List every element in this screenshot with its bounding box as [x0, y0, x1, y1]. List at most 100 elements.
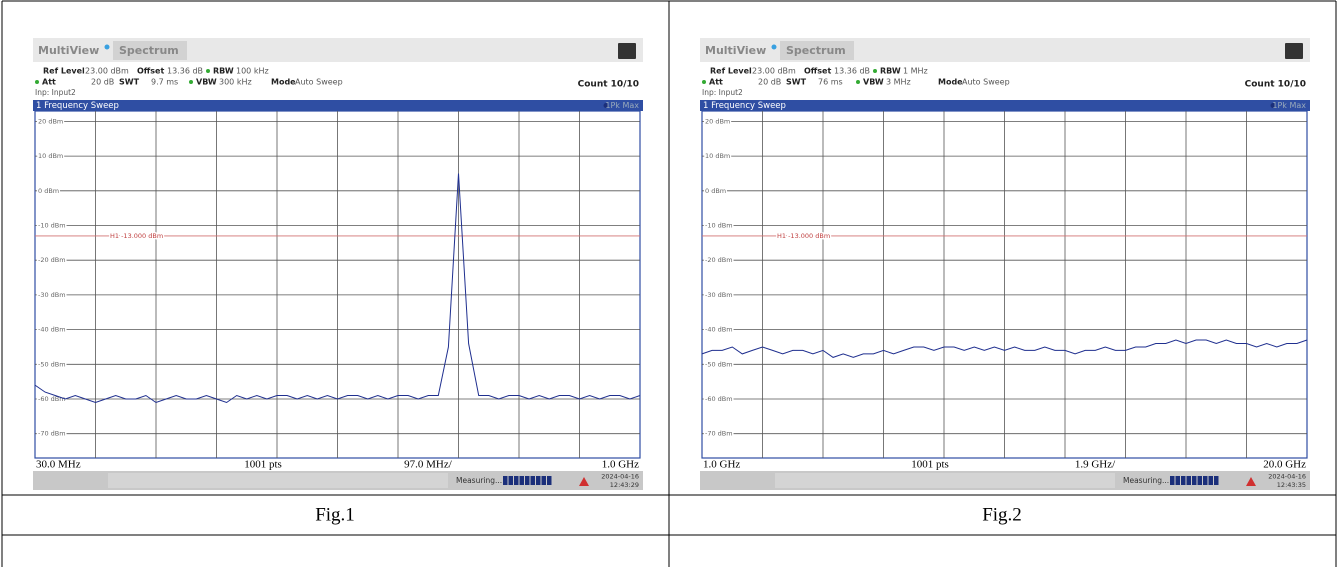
mode-label: Mode — [271, 78, 296, 87]
trace-dot — [603, 103, 609, 108]
status: Measuring... — [456, 476, 502, 485]
y-tick-label: -10 dBm — [38, 222, 66, 230]
swt-label: SWT — [786, 78, 807, 87]
warning-icon — [1246, 477, 1256, 486]
offset-label: Offset — [137, 67, 164, 76]
tab-name: Spectrum — [119, 44, 179, 57]
window-bar — [33, 100, 643, 111]
window-title: 1 Frequency Sweep — [36, 101, 119, 111]
app-name: MultiView — [705, 44, 766, 57]
y-tick-label: 10 dBm — [38, 152, 63, 160]
x-division: 1.9 GHz/ — [1075, 459, 1116, 471]
time: 12:43:35 — [1277, 481, 1306, 489]
vbw-value: 3 MHz — [886, 78, 911, 87]
points: 1001 pts — [911, 459, 949, 471]
status: Measuring... — [1123, 476, 1169, 485]
y-tick-label: -20 dBm — [705, 256, 733, 264]
offset-label: Offset — [804, 67, 831, 76]
dot — [189, 80, 193, 84]
progress-segment — [1181, 476, 1186, 485]
spectrum-screenshot: MultiView Spectrum Ref Level 23.00 dBm Offse… — [700, 38, 1310, 490]
y-tick-label: -40 dBm — [705, 326, 733, 334]
y-tick-label: -30 dBm — [705, 291, 733, 299]
tab-name: Spectrum — [786, 44, 846, 57]
rbw-label: RBW — [213, 67, 234, 76]
progress-segment — [547, 476, 552, 485]
offset-value: 13.36 dB — [834, 67, 870, 76]
y-tick-label: -20 dBm — [38, 256, 66, 264]
limit-label: H1 -13.000 dBm — [777, 232, 830, 240]
mode-label: Mode — [938, 78, 963, 87]
rbw-value: 1 MHz — [903, 67, 928, 76]
x-start: 1.0 GHz — [703, 459, 740, 471]
warning-icon — [579, 477, 589, 486]
progress-segment — [1203, 476, 1208, 485]
window-bar — [700, 100, 1310, 111]
tab — [113, 41, 187, 60]
input: Inp: Input2 — [35, 88, 76, 97]
trace — [701, 339, 1308, 358]
y-tick-label: -50 dBm — [705, 360, 733, 368]
progress-segment — [1214, 476, 1219, 485]
mode-value: Auto Sweep — [295, 78, 343, 87]
progress-segment — [1175, 476, 1180, 485]
y-tick-label: -60 dBm — [38, 395, 66, 403]
status-field — [775, 473, 1115, 488]
ref-label: Ref Level — [43, 67, 85, 76]
input: Inp: Input2 — [702, 88, 743, 97]
y-tick-label: 0 dBm — [38, 187, 59, 195]
y-tick-label: 0 dBm — [705, 187, 726, 195]
att-value: 20 dB — [758, 78, 781, 87]
y-tick-label: -40 dBm — [38, 326, 66, 334]
x-start: 30.0 MHz — [36, 459, 81, 471]
status-field — [108, 473, 448, 488]
swt-value: 9.7 ms — [151, 78, 178, 87]
dot — [702, 80, 706, 84]
menu-button — [1285, 43, 1303, 59]
dot — [35, 80, 39, 84]
progress-segment — [508, 476, 513, 485]
caption: Fig.2 — [982, 504, 1022, 525]
progress-segment — [1197, 476, 1202, 485]
progress-segment — [1170, 476, 1175, 485]
progress-segment — [1186, 476, 1191, 485]
date: 2024-04-16 — [1268, 473, 1306, 481]
vbw-value: 300 kHz — [219, 78, 252, 87]
rbw-label: RBW — [880, 67, 901, 76]
y-tick-label: 10 dBm — [705, 152, 730, 160]
progress-segment — [541, 476, 546, 485]
y-tick-label: -70 dBm — [705, 430, 733, 438]
trace-dot — [1270, 103, 1276, 108]
x-division: 97.0 MHz/ — [404, 459, 453, 471]
dot — [856, 80, 860, 84]
att-label: Att — [42, 78, 56, 87]
progress-segment — [536, 476, 541, 485]
dot — [771, 44, 777, 50]
limit-label: H1 -13.000 dBm — [110, 232, 163, 240]
spectrum-screenshot: MultiView Spectrum Ref Level 23.00 dBm Offse… — [33, 38, 643, 490]
att-value: 20 dB — [91, 78, 114, 87]
trace-label: 1Pk Max — [605, 101, 639, 110]
trace-label: 1Pk Max — [1272, 101, 1306, 110]
x-stop: 1.0 GHz — [602, 459, 639, 471]
progress-segment — [503, 476, 508, 485]
app-name: MultiView — [38, 44, 99, 57]
ref-value: 23.00 dBm — [752, 67, 796, 76]
date: 2024-04-16 — [601, 473, 639, 481]
progress-segment — [1192, 476, 1197, 485]
y-tick-label: -70 dBm — [38, 430, 66, 438]
ref-value: 23.00 dBm — [85, 67, 129, 76]
progress-segment — [530, 476, 535, 485]
y-tick-label: -60 dBm — [705, 395, 733, 403]
dot — [104, 44, 110, 50]
offset-value: 13.36 dB — [167, 67, 203, 76]
y-tick-label: 20 dBm — [38, 117, 63, 125]
time: 12:43:29 — [610, 481, 639, 489]
count: Count 10/10 — [578, 80, 639, 90]
menu-button — [618, 43, 636, 59]
y-tick-label: 20 dBm — [705, 117, 730, 125]
ref-label: Ref Level — [710, 67, 752, 76]
swt-value: 76 ms — [818, 78, 843, 87]
points: 1001 pts — [244, 459, 282, 471]
